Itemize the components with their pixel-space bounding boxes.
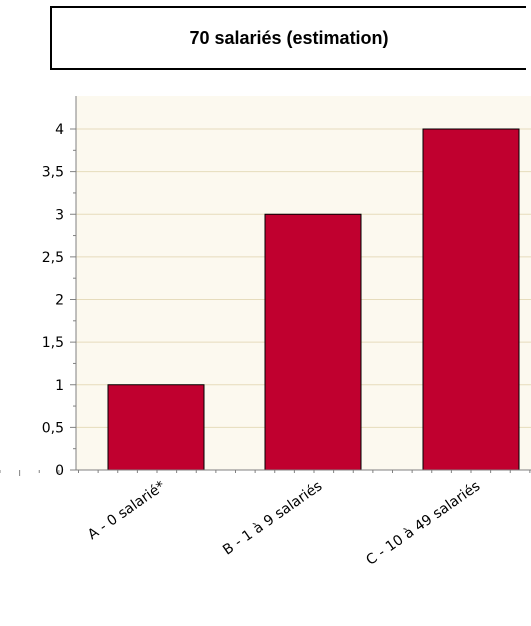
- y-tick-label: 2,5: [42, 250, 64, 266]
- chart-title: 70 salariés (estimation): [50, 6, 526, 70]
- y-tick-label: 0: [55, 463, 64, 479]
- y-tick-label: 3,5: [42, 165, 64, 181]
- x-axis-ticks: A - 0 salarié* B - 1 à 9 salariés C - 10 à…: [0, 470, 531, 569]
- y-tick-label: 2: [55, 293, 64, 309]
- x-tick-label: B - 1 à 9 salariés: [220, 478, 325, 558]
- y-tick-label: 4: [55, 122, 64, 138]
- x-tick-label: A - 0 salarié*: [85, 478, 168, 543]
- y-tick-label: 3: [55, 207, 64, 223]
- y-tick-label: 0,5: [42, 420, 64, 436]
- bar: [264, 213, 362, 471]
- y-axis-ticks: 0 0,5 1 1,5 2 2,5 3 3,5 4: [42, 122, 76, 479]
- bars: [107, 128, 520, 471]
- bar: [422, 128, 520, 471]
- y-tick-label: 1: [55, 378, 64, 394]
- x-tick-label: C - 10 à 49 salariés: [363, 478, 483, 569]
- bar: [107, 384, 205, 471]
- y-tick-label: 1,5: [42, 335, 64, 351]
